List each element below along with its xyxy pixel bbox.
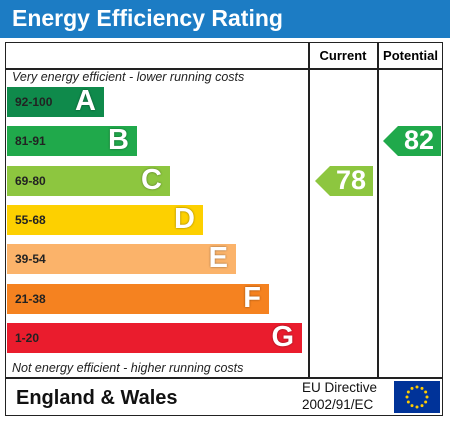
band-range-label: 92-100: [15, 95, 53, 109]
note-bottom: Not energy efficient - higher running co…: [12, 361, 244, 375]
rating-frame: [5, 42, 443, 416]
eu-star: [415, 385, 419, 389]
directive-line-1: EU Directive: [302, 380, 378, 395]
band-range-label: 1-20: [15, 330, 40, 345]
footer-divider: [5, 377, 443, 379]
band-letter: F: [243, 281, 261, 314]
band-range-label: 39-54: [15, 252, 46, 267]
band-g: 1-20 G: [7, 320, 302, 353]
potential-column-header: Potential: [383, 48, 438, 63]
band-letter: A: [75, 85, 96, 117]
potential-rating-arrow: 82: [383, 125, 441, 157]
eu-flag-icon: [394, 381, 440, 413]
current-rating-arrow-value: 78: [335, 164, 366, 195]
directive-line-2: 2002/91/EC: [302, 397, 374, 412]
eu-star: [406, 400, 410, 404]
band-letter: G: [271, 320, 294, 353]
footer-region: England & Wales: [16, 387, 178, 409]
band-range-label: 81-91: [15, 134, 46, 149]
eu-star: [405, 395, 409, 399]
footer-directive: EU Directive 2002/91/EC: [302, 379, 377, 413]
eu-star: [424, 400, 428, 404]
band-letter: C: [141, 163, 162, 196]
current-column-divider: [308, 42, 310, 378]
band-letter: D: [174, 202, 195, 235]
band-a: 92-100 A: [7, 85, 104, 117]
band-e: 39-54 E: [7, 242, 236, 275]
eu-star: [420, 404, 424, 408]
eu-star: [415, 405, 419, 409]
eu-star: [406, 390, 410, 394]
band-letter: E: [208, 242, 228, 275]
band-range-label: 21-38: [15, 291, 46, 306]
potential-rating-arrow-value: 82: [403, 125, 434, 156]
header-divider: [5, 68, 443, 70]
potential-rating-arrow-shape: [383, 126, 441, 157]
eu-star: [410, 386, 414, 390]
band-range-label: 69-80: [15, 173, 46, 188]
potential-column-divider: [377, 42, 379, 378]
band-c: 69-80 C: [7, 163, 170, 196]
note-top: Very energy efficient - lower running co…: [12, 70, 245, 84]
band-b: 81-91 B: [7, 124, 137, 157]
current-rating-arrow: 78: [315, 164, 373, 196]
band-range-label: 55-68: [15, 212, 46, 227]
band-letter: B: [108, 124, 129, 157]
eu-star: [420, 386, 424, 390]
eu-star: [410, 404, 414, 408]
title-bar: Energy Efficiency Rating: [0, 0, 450, 38]
band-f: 21-38 F: [7, 281, 269, 314]
current-column-header: Current: [319, 48, 367, 63]
eu-star: [424, 390, 428, 394]
current-rating-arrow-shape: [315, 165, 373, 196]
chart-title: Energy Efficiency Rating: [12, 5, 283, 31]
eu-star: [425, 395, 429, 399]
band-d: 55-68 D: [7, 202, 203, 235]
